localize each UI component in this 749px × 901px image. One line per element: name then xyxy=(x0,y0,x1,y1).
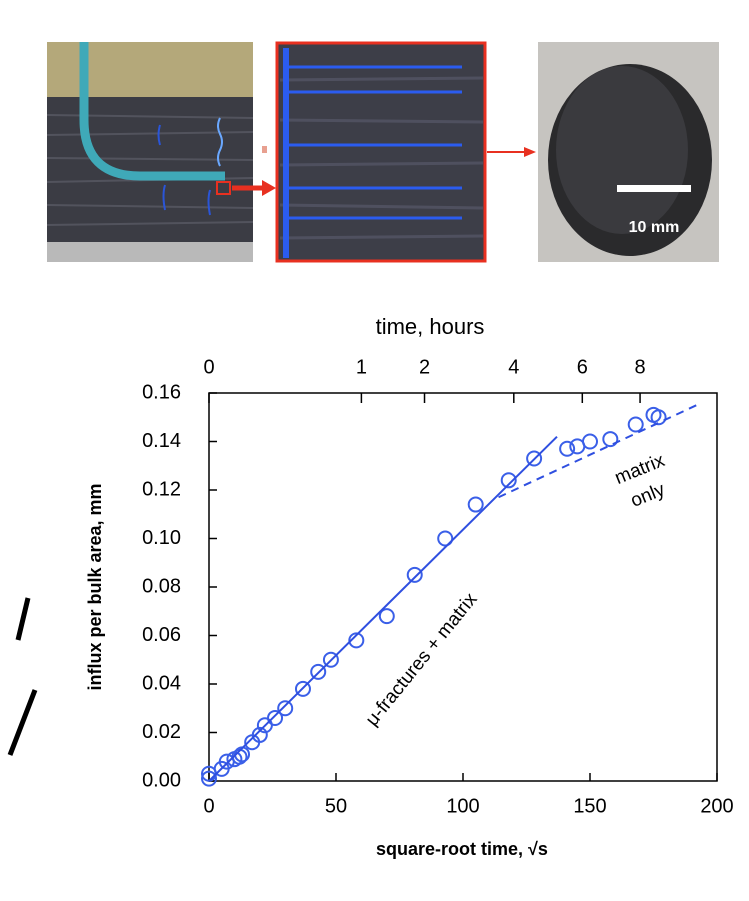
dashed-fit-line xyxy=(498,404,698,499)
arrow-head xyxy=(262,180,276,196)
top-tick-label: 6 xyxy=(577,356,588,378)
basement xyxy=(47,242,253,262)
shale-strata xyxy=(47,97,253,242)
wellbore xyxy=(79,42,225,181)
x-tick-label: 0 xyxy=(203,795,214,817)
annotation: μ-fractures + matrix xyxy=(362,589,482,730)
strata-lines xyxy=(279,76,484,240)
fracture xyxy=(217,117,223,167)
data-point xyxy=(201,770,217,787)
overburden xyxy=(47,42,253,97)
y-tick-label: 0.14 xyxy=(142,430,181,452)
data-point xyxy=(559,440,576,457)
reservoir-photo xyxy=(46,42,276,262)
core-photo: 10 mm xyxy=(538,42,719,262)
top-tick-label: 0 xyxy=(203,356,214,378)
y-tick-label: 0.08 xyxy=(142,575,181,597)
x-tick-label: 200 xyxy=(700,795,733,817)
top-axis-title: time, hours xyxy=(376,314,485,339)
fit-line xyxy=(208,435,558,782)
data-point xyxy=(582,433,598,450)
data-point xyxy=(500,472,517,489)
main-fracture xyxy=(283,48,289,258)
arrow-head xyxy=(524,147,536,157)
plot: time, hours square-root time, √s influx … xyxy=(85,314,734,859)
data-point xyxy=(294,680,311,697)
data-point xyxy=(437,530,454,547)
y-tick-label: 0.12 xyxy=(142,478,181,500)
data-point xyxy=(251,726,268,743)
scale-label: 10 mm xyxy=(629,219,680,236)
data-point xyxy=(467,496,484,513)
data-point xyxy=(322,651,339,668)
marker xyxy=(262,146,267,153)
scale-bar xyxy=(617,185,691,192)
data-point xyxy=(406,566,423,583)
x-tick-label: 100 xyxy=(446,795,479,817)
data-point xyxy=(348,632,365,649)
top-tick-label: 8 xyxy=(635,356,646,378)
annotation: only xyxy=(628,479,669,512)
y-tick-label: 0.16 xyxy=(142,381,181,403)
cropped-arrow xyxy=(7,597,38,756)
y-axis-title: influx per bulk area, mm xyxy=(85,483,105,690)
data-point xyxy=(267,709,284,726)
data-point xyxy=(526,450,543,467)
data-point xyxy=(277,700,294,717)
y-tick-label: 0.06 xyxy=(142,624,181,646)
x-axis-title: square-root time, √s xyxy=(376,839,548,859)
zoom-box xyxy=(216,181,231,195)
data-point xyxy=(310,663,327,680)
microfracture-photo xyxy=(275,41,536,263)
data-point xyxy=(602,431,619,448)
micro-fractures xyxy=(289,65,462,220)
top-tick-label: 2 xyxy=(419,356,430,378)
plot-frame xyxy=(208,392,718,782)
y-tick-label: 0.00 xyxy=(142,769,181,791)
top-tick-label: 4 xyxy=(508,356,519,378)
x-tick-label: 150 xyxy=(573,795,606,817)
y-tick-label: 0.02 xyxy=(142,721,181,743)
data-point xyxy=(378,608,395,625)
x-tick-label: 50 xyxy=(325,795,347,817)
core-face xyxy=(556,66,688,234)
data-point xyxy=(627,416,644,433)
y-tick-label: 0.10 xyxy=(142,527,181,549)
fracture xyxy=(157,124,211,216)
y-tick-label: 0.04 xyxy=(142,672,181,694)
data-point xyxy=(650,409,667,426)
zoom-frame xyxy=(275,41,487,263)
top-tick-label: 1 xyxy=(356,356,367,378)
